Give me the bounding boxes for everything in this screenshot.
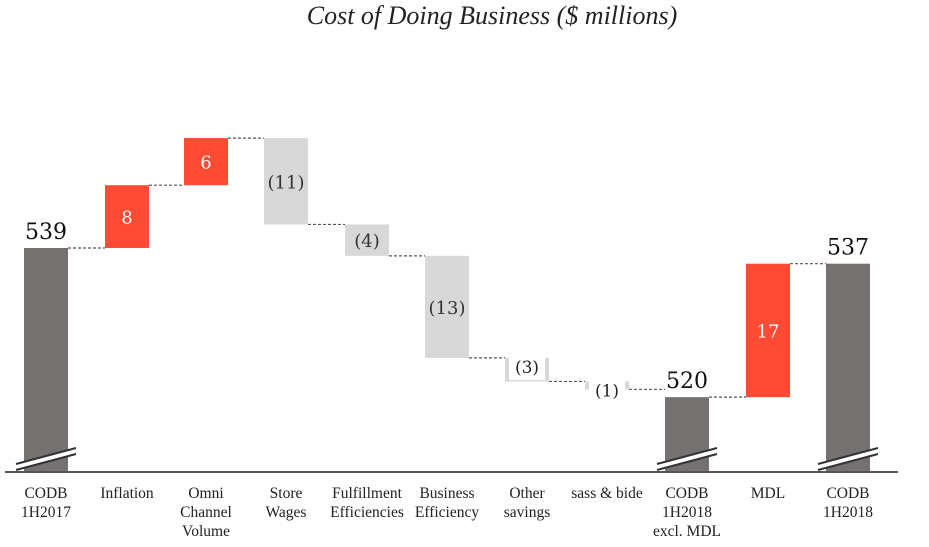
- axis-break-line-codb-1h2018-2: [817, 453, 879, 471]
- category-label-other-savings: Other savings: [504, 485, 551, 521]
- bar-inflation: [105, 185, 149, 248]
- axis-break-line-codb-1h2018-excl-mdl-1: [656, 447, 718, 465]
- axis-break-line-codb-1h2018-1: [817, 447, 879, 465]
- category-label-sass-bide: sass & bide: [571, 485, 643, 502]
- bar-fulfillment-efficiencies: [345, 224, 389, 256]
- axis-break-line-codb-1h2018-excl-mdl-2: [656, 453, 718, 471]
- data-label-codb-1h2017: 539: [25, 220, 67, 245]
- category-label-codb-1h2018: CODB 1H2018: [823, 485, 873, 521]
- axis-break-line-codb-1h2017-1: [15, 447, 77, 465]
- data-label-codb-1h2018: 537: [827, 236, 869, 261]
- category-label-inflation: Inflation: [100, 485, 154, 502]
- data-label-mdl: 17: [757, 321, 780, 342]
- category-label-codb-1h2018-excl-mdl: CODB 1H2018 excl. MDL: [653, 485, 721, 540]
- bar-omni-channel-volume: [184, 138, 228, 186]
- bar-store-wages: [264, 138, 308, 225]
- label-bg-sass-bide: [589, 379, 625, 404]
- category-label-business-efficiency: Business Efficiency: [415, 485, 480, 521]
- data-label-inflation: 8: [121, 208, 132, 229]
- data-labels-layer: 539 8 6 (11) (4) (13) (3) (1) 520 17 537: [25, 153, 869, 404]
- bars-layer: [24, 138, 870, 472]
- chart-title: Cost of Doing Business ($ millions): [307, 1, 678, 30]
- data-label-other-savings: (3): [515, 358, 539, 378]
- axis-breaks-layer: [15, 447, 879, 471]
- connectors-layer: [68, 137, 826, 398]
- category-label-omni-channel-volume: Omni Channel Volume: [180, 485, 232, 540]
- data-label-fulfillment-efficiencies: (4): [354, 231, 380, 252]
- label-bg-other-savings: [509, 355, 545, 380]
- data-label-omni-channel-volume: 6: [200, 153, 211, 174]
- bar-business-efficiency: [425, 255, 469, 358]
- category-label-mdl: MDL: [751, 485, 785, 502]
- bar-codb-1h2018: [826, 263, 870, 472]
- category-label-fulfillment-efficiencies: Fulfillment Efficiencies: [330, 485, 404, 521]
- data-label-codb-1h2018-excl-mdl: 520: [666, 369, 708, 394]
- category-label-store-wages: Store Wages: [266, 485, 307, 521]
- bar-mdl: [746, 263, 790, 398]
- category-label-codb-1h2017: CODB 1H2017: [21, 485, 71, 521]
- data-label-business-efficiency: (13): [429, 298, 466, 319]
- data-label-store-wages: (11): [268, 172, 305, 193]
- data-label-sass-bide: (1): [595, 381, 619, 401]
- axis-break-line-codb-1h2017-2: [15, 453, 77, 471]
- category-labels-layer: CODB 1H2017 Inflation Omni Channel Volume Stor…: [21, 485, 873, 540]
- bar-codb-1h2017: [24, 248, 68, 472]
